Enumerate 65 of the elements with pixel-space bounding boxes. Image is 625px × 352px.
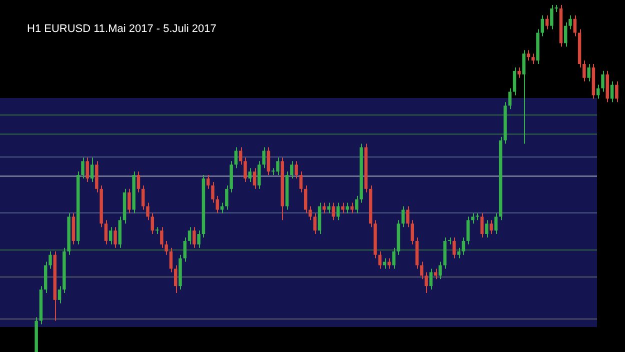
candlestick <box>211 181 214 204</box>
candlestick <box>290 160 294 179</box>
candlestick <box>169 247 173 273</box>
candlestick <box>104 220 108 245</box>
candlestick <box>531 53 535 64</box>
candlestick <box>573 14 577 37</box>
candlestick <box>114 226 117 248</box>
candlestick <box>429 268 433 290</box>
candlestick <box>299 171 303 193</box>
candlestick <box>378 250 382 270</box>
candlestick <box>494 212 498 235</box>
candlestick <box>86 157 90 182</box>
candlestick <box>508 88 512 110</box>
candlestick <box>382 258 386 270</box>
candlestick <box>480 212 484 238</box>
candlestick <box>526 50 530 62</box>
candlestick <box>601 70 604 92</box>
candlestick <box>410 220 414 245</box>
candlestick <box>183 236 187 262</box>
candlestick <box>545 14 549 30</box>
candlestick <box>406 206 410 228</box>
candlestick <box>490 220 493 235</box>
candlestick <box>341 202 344 214</box>
candlestick <box>192 226 196 248</box>
candlestick <box>512 66 516 96</box>
candlestick <box>540 14 544 37</box>
candlestick <box>322 202 326 214</box>
candlestick <box>610 80 614 103</box>
candlestick <box>294 160 298 179</box>
candlestick <box>108 226 112 245</box>
candlestick <box>388 258 391 270</box>
candlestick <box>206 174 210 190</box>
candlestick <box>81 157 84 179</box>
candlestick <box>141 184 145 210</box>
candlestick <box>313 212 317 235</box>
candlestick <box>174 264 178 294</box>
candlestick <box>452 236 456 259</box>
candlestick <box>327 202 330 214</box>
candlestick <box>136 171 140 193</box>
candlestick <box>615 80 618 103</box>
candlestick <box>258 160 261 190</box>
candlestick <box>150 212 154 235</box>
candlestick <box>587 63 590 82</box>
candlestick <box>401 206 405 228</box>
candlestick <box>90 157 94 182</box>
candlestick <box>128 188 131 214</box>
candlestick <box>188 226 192 245</box>
candlestick <box>248 168 252 182</box>
candlestick <box>522 50 526 144</box>
candlestick <box>462 236 466 256</box>
candlestick <box>392 247 396 270</box>
candlestick <box>434 268 438 280</box>
candlestick <box>457 247 460 259</box>
candlestick <box>471 212 474 224</box>
candlestick <box>266 146 270 176</box>
candlestick <box>518 66 521 78</box>
candlestick <box>438 261 442 280</box>
candlestick <box>262 146 266 169</box>
text: H1 EURUSD 11.Mai 2017 - 5.Juli 2017 <box>27 23 216 35</box>
candlestick <box>234 146 238 169</box>
candlestick <box>252 168 256 190</box>
candlestick <box>466 216 470 245</box>
candlestick <box>146 202 150 221</box>
candlestick <box>197 230 200 248</box>
candlestick <box>485 220 488 238</box>
